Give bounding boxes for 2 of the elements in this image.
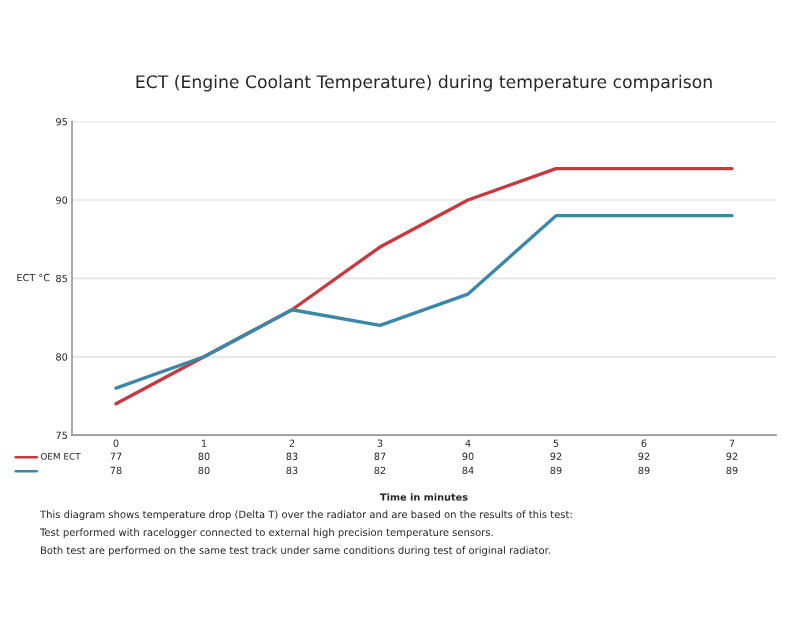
line-series [114, 214, 734, 390]
chart-title: ECT (Engine Coolant Temperature) during temperature comparison [136, 74, 712, 92]
